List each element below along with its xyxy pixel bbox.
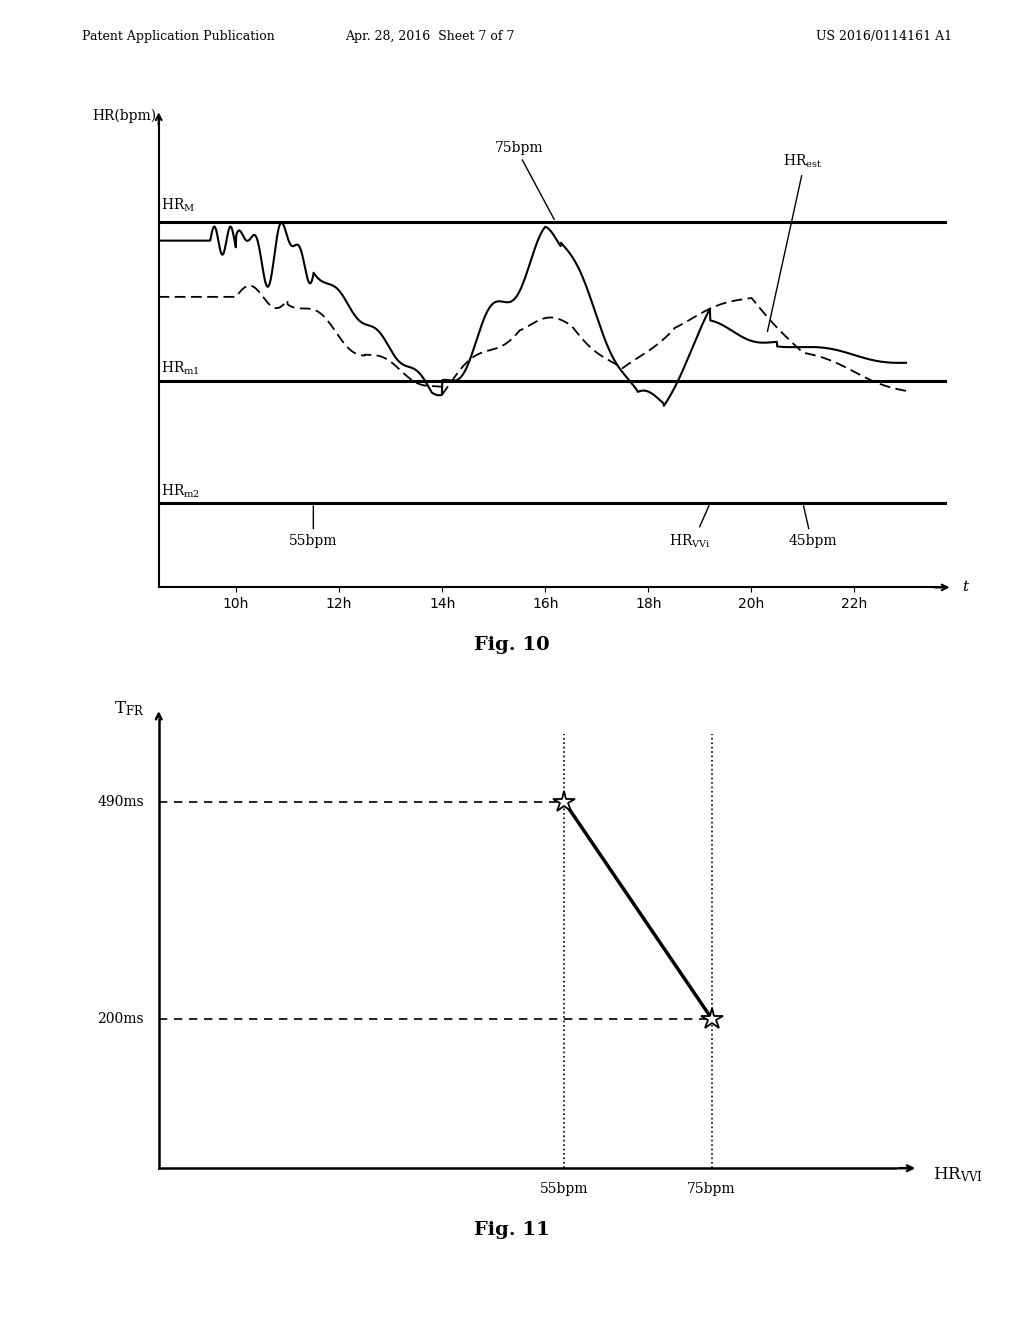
Text: 55bpm: 55bpm xyxy=(540,1181,589,1196)
Text: US 2016/0114161 A1: US 2016/0114161 A1 xyxy=(816,30,952,44)
Text: $\mathregular{HR_{VVi}}$: $\mathregular{HR_{VVi}}$ xyxy=(669,506,711,549)
Text: $\mathregular{T_{FR}}$: $\mathregular{T_{FR}}$ xyxy=(114,698,144,718)
Text: 200ms: 200ms xyxy=(97,1011,144,1026)
Text: 75bpm: 75bpm xyxy=(496,141,554,219)
Text: 45bpm: 45bpm xyxy=(788,506,838,548)
Text: 75bpm: 75bpm xyxy=(687,1181,736,1196)
Text: t: t xyxy=(963,581,969,594)
Text: 55bpm: 55bpm xyxy=(289,506,338,548)
Text: Apr. 28, 2016  Sheet 7 of 7: Apr. 28, 2016 Sheet 7 of 7 xyxy=(345,30,515,44)
Text: 490ms: 490ms xyxy=(97,795,144,809)
Text: Fig. 10: Fig. 10 xyxy=(474,636,550,655)
Text: Patent Application Publication: Patent Application Publication xyxy=(82,30,274,44)
Text: $\mathregular{HR_{m2}}$: $\mathregular{HR_{m2}}$ xyxy=(162,483,201,500)
Text: $\mathregular{HR_{est}}$: $\mathregular{HR_{est}}$ xyxy=(767,153,822,331)
Text: HR(bpm): HR(bpm) xyxy=(92,110,156,124)
Text: $\mathregular{HR_{VVI}}$: $\mathregular{HR_{VVI}}$ xyxy=(933,1164,983,1184)
Text: $\mathregular{HR_M}$: $\mathregular{HR_M}$ xyxy=(162,197,196,214)
Text: $\mathregular{HR_{m1}}$: $\mathregular{HR_{m1}}$ xyxy=(162,359,200,376)
Text: Fig. 11: Fig. 11 xyxy=(474,1221,550,1239)
